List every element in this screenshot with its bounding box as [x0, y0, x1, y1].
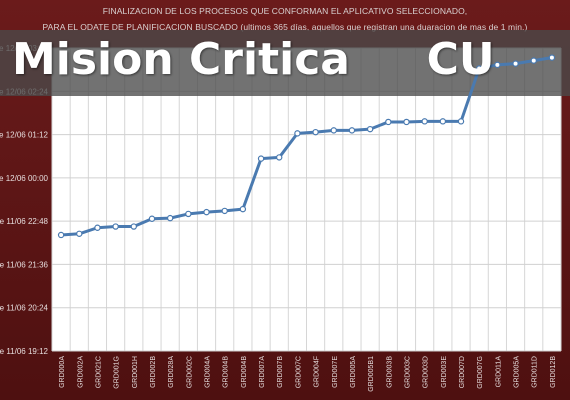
x-tick-label: GRD001H — [132, 356, 139, 388]
x-tick-label: GRD007C — [295, 356, 302, 388]
banner-title: Mision Critica CU — [12, 34, 495, 85]
x-tick-label: GRD021C — [95, 356, 102, 388]
series-line — [60, 56, 553, 237]
y-tick-label: jue 11/06 21:36 — [0, 260, 49, 269]
data-point — [148, 215, 156, 222]
x-tick-label: GRD004B — [223, 356, 230, 388]
x-tick-label: GRD011D — [532, 356, 539, 388]
data-point — [494, 61, 501, 69]
x-tick-label: GRD007E — [332, 356, 339, 388]
x-tick-label: GRD005B1 — [368, 356, 375, 392]
x-tick-label: GRD005A — [514, 356, 521, 388]
x-tick-label: GRD005A — [350, 356, 357, 388]
chart-title-line-1: FINALIZACION DE LOS PROCESOS QUE CONFORM… — [102, 6, 468, 16]
x-tick-label: GRD004A — [205, 356, 212, 388]
data-point — [94, 224, 101, 231]
data-point — [257, 155, 265, 162]
data-point — [548, 54, 556, 61]
data-point — [457, 118, 465, 125]
data-point — [421, 118, 428, 125]
data-point — [166, 214, 174, 222]
x-tick-label: GRD002A — [77, 356, 84, 388]
x-tick-label: GRD011A — [495, 356, 502, 388]
x-tick-label: GRD012B — [550, 356, 557, 388]
y-tick-label: jue 11/06 22:48 — [0, 217, 49, 226]
data-point — [403, 118, 410, 126]
x-tick-label: GRD002C — [186, 356, 193, 388]
x-tick-label: GRD007A — [259, 356, 266, 388]
x-tick-label: GRD003D — [423, 356, 430, 388]
data-point — [439, 118, 447, 125]
x-tick-label: GRD004B — [241, 356, 248, 388]
data-point — [221, 207, 228, 215]
data-point — [276, 154, 283, 161]
data-point — [385, 118, 392, 126]
data-point — [530, 57, 537, 64]
data-point — [366, 125, 374, 133]
x-tick-label: GRD007B — [277, 356, 284, 388]
data-point — [312, 128, 319, 136]
x-tick-label: GRD003B — [386, 356, 393, 388]
data-point — [330, 127, 337, 134]
x-tick-label: GRD003C — [404, 356, 411, 388]
data-point — [348, 127, 356, 134]
data-point — [130, 223, 138, 230]
x-tick-label: GRD004F — [314, 356, 321, 388]
data-point — [203, 208, 210, 216]
y-tick-label: jue 11/06 20:24 — [0, 304, 49, 313]
x-tick-label: GRD028A — [168, 356, 175, 388]
data-point — [475, 65, 483, 72]
x-tick-label: GRD000A — [59, 356, 66, 388]
y-tick-label: jue 11/06 19:12 — [0, 347, 49, 356]
data-point — [57, 231, 65, 239]
x-tick-label: GRD003E — [441, 356, 448, 388]
x-tick-label: GRD007G — [477, 356, 484, 389]
data-point — [112, 223, 119, 230]
y-tick-label: vie 12/06 00:00 — [0, 174, 49, 183]
y-tick-label: vie 12/06 01:12 — [0, 131, 49, 140]
data-point — [239, 205, 247, 213]
data-point — [294, 130, 301, 137]
data-point — [76, 230, 83, 237]
x-tick-label: GRD001G — [114, 356, 121, 389]
x-tick-label: GRD002B — [150, 356, 157, 388]
data-point — [185, 210, 192, 218]
chart-title-line-2: PARA EL ODATE DE PLANIFICACION BUSCADO (… — [42, 22, 528, 32]
x-tick-label: GRD007D — [459, 356, 466, 388]
data-point — [512, 60, 519, 67]
